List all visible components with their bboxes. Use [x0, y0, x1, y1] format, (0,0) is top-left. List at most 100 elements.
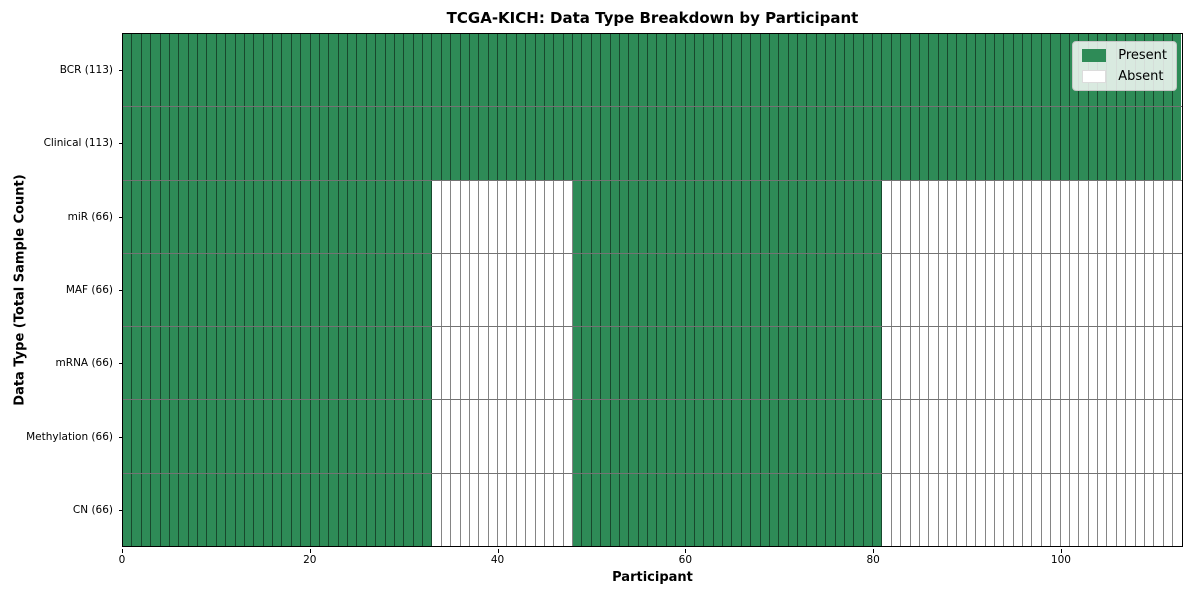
heatmap-cell — [741, 180, 752, 253]
heatmap-cell — [132, 34, 142, 107]
heatmap-cell — [319, 400, 330, 473]
heatmap-cell — [788, 400, 798, 473]
heatmap-cell — [366, 473, 377, 546]
heatmap-cell — [263, 400, 273, 473]
heatmap-cell — [179, 327, 189, 400]
heatmap-cell — [132, 253, 142, 327]
heatmap-cell — [1163, 253, 1173, 327]
heatmap-cell — [1079, 327, 1089, 400]
legend-entry-absent: Absent — [1082, 69, 1167, 84]
heatmap-cell — [976, 253, 986, 327]
heatmap-cell — [1060, 400, 1070, 473]
heatmap-cell — [244, 253, 255, 327]
heatmap-cell — [929, 327, 939, 400]
heatmap-cell — [207, 473, 217, 546]
heatmap-cell — [723, 473, 733, 546]
heatmap-cell — [591, 327, 602, 400]
heatmap-cell — [273, 34, 283, 107]
heatmap-cell — [694, 473, 705, 546]
heatmap-cell — [629, 34, 639, 107]
heatmap-cell — [873, 473, 883, 546]
heatmap-cell — [319, 34, 330, 107]
heatmap-cell — [366, 253, 377, 327]
heatmap-cell — [1144, 180, 1155, 253]
heatmap-cell — [985, 107, 995, 180]
heatmap-cell — [601, 34, 611, 107]
heatmap-cell — [1107, 180, 1117, 253]
heatmap-cell — [779, 400, 789, 473]
heatmap-cell — [198, 180, 208, 253]
heatmap-cell — [1041, 34, 1052, 107]
heatmap-cell — [451, 34, 461, 107]
heatmap-cell — [132, 180, 142, 253]
x-tick-mark — [873, 548, 875, 553]
heatmap-cell — [544, 34, 555, 107]
heatmap-cell — [648, 107, 658, 180]
heatmap-cell — [1004, 473, 1014, 546]
y-tick-mark — [119, 363, 123, 365]
heatmap-cell — [563, 180, 573, 253]
heatmap-cell — [207, 253, 217, 327]
heatmap-cell — [957, 253, 967, 327]
y-tick-mark — [119, 143, 123, 145]
heatmap-cell — [179, 34, 189, 107]
heatmap-cell — [1004, 180, 1014, 253]
heatmap-cell — [798, 400, 808, 473]
heatmap-cell — [835, 34, 845, 107]
heatmap-cell — [226, 327, 236, 400]
heatmap-cell — [329, 107, 339, 180]
heatmap-cell — [760, 34, 770, 107]
y-tick-label-mrna: mRNA (66) — [55, 357, 113, 370]
heatmap-cell — [948, 473, 958, 546]
heatmap-cell — [629, 253, 639, 327]
heatmap-cell — [976, 180, 986, 253]
heatmap-cell — [1041, 253, 1052, 327]
heatmap-cell — [648, 34, 658, 107]
heatmap-cell — [329, 327, 339, 400]
heatmap-cell — [357, 180, 367, 253]
heatmap-cell — [1069, 253, 1080, 327]
heatmap-cell — [610, 327, 620, 400]
heatmap-cell — [376, 180, 386, 253]
heatmap-cell — [919, 253, 930, 327]
heatmap-cell — [404, 253, 414, 327]
heatmap-cell — [273, 473, 283, 546]
heatmap-cell — [451, 107, 461, 180]
heatmap-cell — [451, 253, 461, 327]
heatmap-cell — [535, 180, 545, 253]
heatmap-cell — [835, 107, 845, 180]
heatmap-cell — [207, 327, 217, 400]
heatmap-cell — [460, 327, 470, 400]
heatmap-cell — [244, 107, 255, 180]
heatmap-cell — [1088, 253, 1098, 327]
heatmap-cell — [1004, 400, 1014, 473]
heatmap-cell — [1060, 34, 1070, 107]
heatmap-cell — [460, 107, 470, 180]
heatmap-cell — [160, 34, 170, 107]
heatmap-cell — [694, 34, 705, 107]
heatmap-cell — [1098, 107, 1108, 180]
heatmap-cell — [919, 107, 930, 180]
heatmap-cell — [244, 473, 255, 546]
y-tick-label-methylation: Methylation (66) — [26, 430, 113, 443]
heatmap-cell — [301, 400, 311, 473]
heatmap-cell — [1135, 327, 1145, 400]
heatmap-cell — [235, 327, 245, 400]
heatmap-cell — [966, 473, 977, 546]
heatmap-cell — [413, 400, 423, 473]
heatmap-cell — [1088, 180, 1098, 253]
heatmap-cell — [666, 327, 677, 400]
heatmap-cell — [610, 180, 620, 253]
heatmap-cell — [376, 107, 386, 180]
heatmap-cell — [1098, 180, 1108, 253]
heatmap-cell — [704, 473, 714, 546]
heatmap-cell — [469, 400, 480, 473]
heatmap-cell — [488, 180, 498, 253]
heatmap-cell — [385, 473, 395, 546]
heatmap-cell — [188, 180, 198, 253]
heatmap-cell — [535, 327, 545, 400]
heatmap-cell — [873, 400, 883, 473]
heatmap-cell — [1163, 107, 1173, 180]
heatmap-cell — [432, 34, 442, 107]
heatmap-cell — [901, 327, 911, 400]
